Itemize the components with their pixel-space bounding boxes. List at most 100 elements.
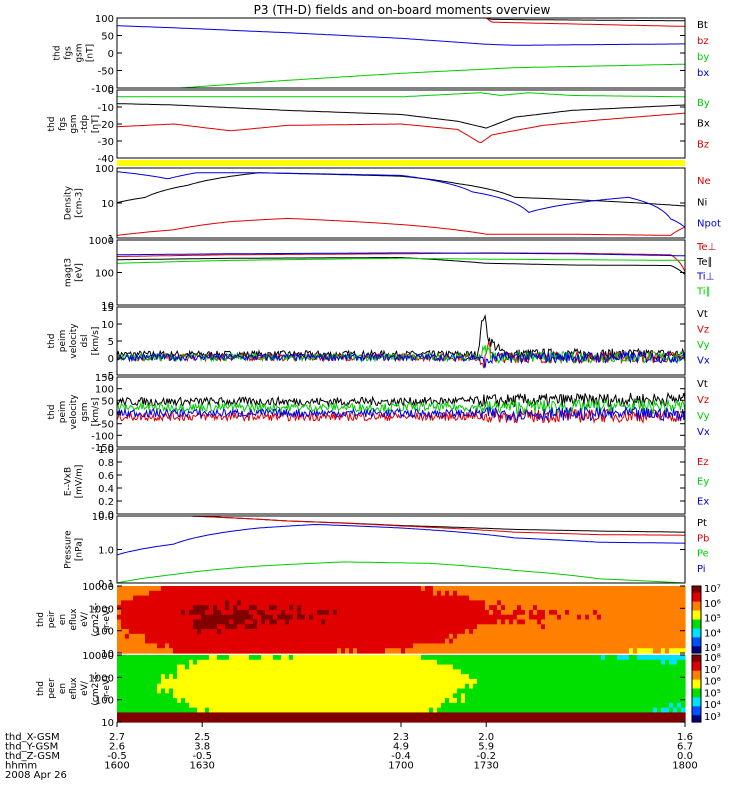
spectrogram-cell bbox=[257, 693, 262, 699]
spectrogram-cell bbox=[465, 609, 470, 616]
spectrogram-cell bbox=[213, 605, 218, 611]
spectrogram-cell bbox=[125, 619, 130, 625]
spectrogram-cell bbox=[241, 614, 246, 621]
spectrogram-cell bbox=[517, 707, 522, 714]
spectrogram-cell bbox=[293, 707, 298, 714]
spectrogram-cell bbox=[337, 629, 342, 635]
spectrogram-cell bbox=[209, 669, 214, 675]
spectrogram-cell bbox=[517, 664, 522, 670]
spectrogram-cell bbox=[221, 629, 226, 635]
spectrogram-cell bbox=[421, 664, 426, 670]
spectrogram-cell bbox=[237, 659, 242, 666]
spectrogram-cell bbox=[345, 624, 350, 630]
spectrogram-cell bbox=[157, 643, 162, 649]
spectrogram-cell bbox=[189, 698, 194, 704]
spectrogram-cell bbox=[213, 629, 218, 635]
spectrogram-cell bbox=[657, 717, 662, 723]
spectrogram-cell bbox=[237, 693, 242, 699]
spectrogram-cell bbox=[409, 614, 414, 621]
spectrogram-cell bbox=[517, 600, 522, 606]
spectrogram-cell bbox=[145, 659, 150, 666]
spectrogram-cell bbox=[621, 614, 626, 621]
spectrogram-cell bbox=[621, 586, 626, 592]
spectrogram-cell bbox=[117, 683, 122, 690]
legend-bx: bx bbox=[697, 68, 709, 79]
spectrogram-cell bbox=[361, 590, 366, 597]
spectrogram-cell bbox=[449, 624, 454, 630]
spectrogram-cell bbox=[605, 614, 610, 621]
spectrogram-cell bbox=[677, 600, 682, 606]
spectrogram-cell bbox=[589, 655, 594, 661]
spectrogram-cell bbox=[425, 664, 430, 670]
spectrogram-cell bbox=[601, 678, 606, 685]
spectrogram-cell bbox=[469, 586, 474, 592]
spectrogram-cell bbox=[577, 586, 582, 592]
spectrogram-cell bbox=[485, 648, 490, 654]
spectrogram-cell bbox=[345, 633, 350, 640]
spectrogram-cell bbox=[653, 674, 658, 680]
spectrogram-cell bbox=[513, 590, 518, 597]
spectrogram-cell bbox=[377, 669, 382, 675]
spectrogram-cell bbox=[457, 702, 462, 709]
spectrogram-cell bbox=[333, 638, 338, 645]
spectrogram-cell bbox=[385, 693, 390, 699]
spectrogram-cell bbox=[209, 590, 214, 597]
spectrogram-cell bbox=[289, 678, 294, 685]
spectrogram-cell bbox=[549, 655, 554, 661]
spectrogram-cell bbox=[197, 669, 202, 675]
spectrogram-cell bbox=[389, 659, 394, 666]
spectrogram-cell bbox=[621, 655, 626, 661]
spectrogram-cell bbox=[457, 693, 462, 699]
spectrogram-cell bbox=[465, 669, 470, 675]
spectrogram-cell bbox=[405, 707, 410, 714]
y-tick-label: 0 bbox=[108, 86, 114, 97]
spectrogram-cell bbox=[205, 655, 210, 661]
spectrogram-cell bbox=[273, 648, 278, 654]
spectrogram-cell bbox=[213, 595, 218, 601]
spectrogram-cell bbox=[501, 698, 506, 704]
spectrogram-cell bbox=[437, 643, 442, 649]
spectrogram-cell bbox=[561, 707, 566, 714]
spectrogram-cell bbox=[425, 655, 430, 661]
spectrogram-cell bbox=[429, 702, 434, 709]
colorbar-cell bbox=[692, 701, 701, 705]
spectrogram-cell bbox=[209, 674, 214, 680]
spectrogram-cell bbox=[573, 629, 578, 635]
spectrogram-cell bbox=[137, 605, 142, 611]
spectrogram-cell bbox=[665, 619, 670, 625]
spectrogram-cell bbox=[313, 693, 318, 699]
y-axis-label: sr-eV) bbox=[102, 606, 112, 632]
spectrogram-cell bbox=[169, 678, 174, 685]
spectrogram-cell bbox=[153, 619, 158, 625]
spectrogram-cell bbox=[369, 648, 374, 654]
spectrogram-cell bbox=[313, 707, 318, 714]
spectrogram-cell bbox=[285, 712, 290, 718]
spectrogram-cell bbox=[121, 638, 126, 645]
spectrogram-cell bbox=[565, 698, 570, 704]
spectrogram-cell bbox=[429, 590, 434, 597]
spectrogram-cell bbox=[361, 702, 366, 709]
spectrogram-cell bbox=[405, 633, 410, 640]
spectrogram-cell bbox=[165, 664, 170, 670]
spectrogram-cell bbox=[633, 595, 638, 601]
spectrogram-cell bbox=[241, 659, 246, 666]
spectrogram-cell bbox=[629, 712, 634, 718]
spectrogram-cell bbox=[585, 707, 590, 714]
spectrogram-cell bbox=[613, 655, 618, 661]
spectrogram-cell bbox=[229, 702, 234, 709]
spectrogram-cell bbox=[313, 688, 318, 694]
spectrogram-cell bbox=[145, 643, 150, 649]
spectrogram-cell bbox=[517, 678, 522, 685]
spectrogram-cell bbox=[585, 595, 590, 601]
legend-Vz: Vz bbox=[697, 325, 709, 336]
spectrogram-cell bbox=[249, 619, 254, 625]
spectrogram-cell bbox=[477, 586, 482, 592]
spectrogram-cell bbox=[649, 683, 654, 690]
spectrogram-cell bbox=[309, 674, 314, 680]
spectrogram-cell bbox=[357, 702, 362, 709]
spectrogram-cell bbox=[197, 614, 202, 621]
spectrogram-cell bbox=[653, 698, 658, 704]
spectrogram-cell bbox=[197, 609, 202, 616]
spectrogram-cell bbox=[441, 590, 446, 597]
spectrogram-cell bbox=[457, 590, 462, 597]
